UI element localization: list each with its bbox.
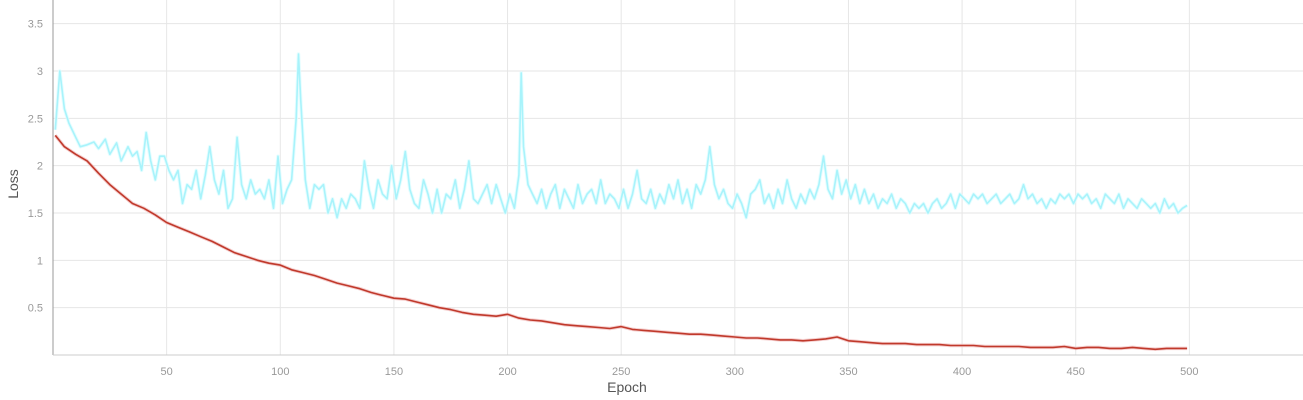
x-tick-label: 250 bbox=[612, 366, 630, 378]
x-tick-label: 500 bbox=[1180, 366, 1198, 378]
x-tick-label: 450 bbox=[1067, 366, 1085, 378]
x-tick-label: 300 bbox=[726, 366, 744, 378]
y-tick-label: 3.5 bbox=[28, 19, 43, 31]
x-tick-label: 350 bbox=[839, 366, 857, 378]
y-axis-title: Loss bbox=[5, 169, 21, 199]
y-tick-label: 0.5 bbox=[28, 303, 43, 315]
y-tick-label: 3 bbox=[37, 66, 43, 78]
series-1-line bbox=[54, 134, 1188, 351]
y-tick-label: 1.5 bbox=[28, 208, 43, 220]
x-tick-label: 50 bbox=[161, 366, 173, 378]
y-tick-label: 1 bbox=[37, 255, 43, 267]
y-tick-labels: 0.5 1 1.5 2 2.5 3 3.5 bbox=[28, 19, 43, 315]
series-0-line bbox=[54, 53, 1188, 219]
series-layer bbox=[54, 53, 1188, 351]
x-axis-title: Epoch bbox=[607, 379, 647, 395]
x-tick-label: 400 bbox=[953, 366, 971, 378]
y-tick-label: 2 bbox=[37, 161, 43, 173]
x-tick-label: 200 bbox=[498, 366, 516, 378]
x-tick-labels: 50 100 150 200 250 300 350 400 450 500 bbox=[161, 366, 1199, 378]
x-tick-label: 100 bbox=[271, 366, 289, 378]
y-tick-label: 2.5 bbox=[28, 113, 43, 125]
x-tick-label: 150 bbox=[385, 366, 403, 378]
